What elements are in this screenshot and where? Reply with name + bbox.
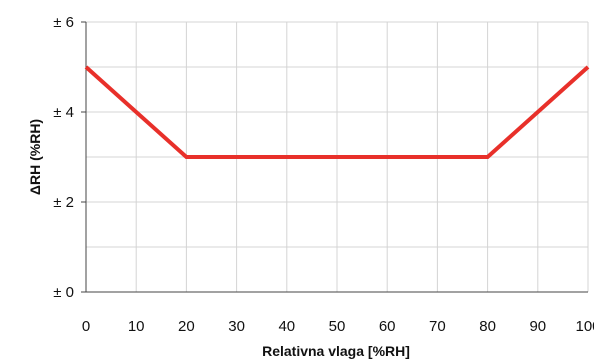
x-tick-labels: 0 10 20 30 40 50 60 70 80 90 100 xyxy=(82,318,594,335)
series-layer xyxy=(84,65,590,159)
x-tick-label: 20 xyxy=(178,318,195,335)
y-tick-label: ± 6 xyxy=(53,14,74,31)
y-tick-label: ± 2 xyxy=(53,194,74,211)
x-tick-label: 30 xyxy=(228,318,245,335)
x-tick-label: 100 xyxy=(575,318,594,335)
y-axis-label: ΔRH (%RH) xyxy=(27,119,43,195)
x-tick-label: 80 xyxy=(479,318,496,335)
x-tick-label: 0 xyxy=(82,318,90,335)
y-tick-label: ± 0 xyxy=(53,284,74,301)
x-tick-label: 50 xyxy=(329,318,346,335)
x-tick-label: 70 xyxy=(429,318,446,335)
y-tick-labels: ± 0 ± 2 ± 4 ± 6 xyxy=(53,14,74,301)
x-axis-label: Relativna vlaga [%RH] xyxy=(262,343,410,359)
y-tick-label: ± 4 xyxy=(53,104,74,121)
x-tick-label: 90 xyxy=(529,318,546,335)
x-tick-label: 40 xyxy=(278,318,295,335)
x-tick-label: 60 xyxy=(379,318,396,335)
x-tick-label: 10 xyxy=(128,318,145,335)
series-line xyxy=(84,65,590,159)
